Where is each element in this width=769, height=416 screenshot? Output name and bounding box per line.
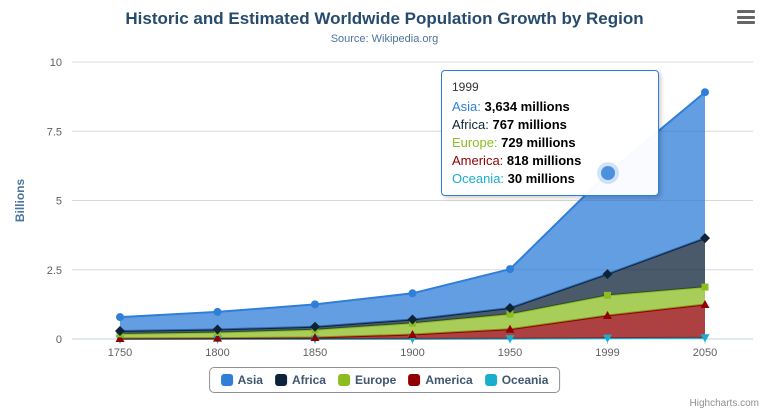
legend-item-asia[interactable]: Asia [220, 373, 263, 387]
x-axis-label: 1999 [595, 347, 619, 359]
data-point[interactable] [408, 330, 417, 339]
tooltip-header: 1999 [452, 80, 479, 94]
data-point[interactable] [701, 283, 709, 291]
data-point[interactable] [701, 88, 709, 97]
area-africa [120, 238, 705, 334]
data-point[interactable] [115, 333, 125, 342]
data-point[interactable] [700, 233, 710, 244]
tooltip: 1999 Asia: 3,634 millions Africa: 767 mil… [441, 70, 659, 196]
data-point[interactable] [602, 269, 613, 280]
legend-swatch [274, 374, 287, 386]
y-axis-label: 7.5 [47, 126, 62, 138]
legend-item-america[interactable]: America [408, 373, 473, 387]
legend-swatch [408, 374, 421, 386]
x-axis-label: 1800 [205, 347, 229, 359]
legend: Asia Africa Europe America Oceania [208, 367, 561, 393]
legend-label: Europe [354, 373, 397, 387]
x-axis-label: 1750 [108, 347, 132, 359]
legend-item-europe[interactable]: Europe [337, 373, 397, 387]
y-axis-title: Billions [13, 179, 27, 223]
chart-title: Historic and Estimated Worldwide Populat… [125, 9, 644, 28]
data-point[interactable] [506, 265, 514, 274]
tooltip-rows: Asia: 3,634 millions Africa: 767 millions… [452, 98, 648, 188]
y-axis-label: 5 [56, 196, 62, 208]
data-point[interactable] [505, 324, 515, 333]
data-point[interactable] [310, 321, 320, 332]
credits-link[interactable]: Highcharts.com [689, 398, 759, 409]
area-asia [120, 92, 705, 331]
menu-bar [737, 15, 755, 19]
legend-label: Africa [291, 373, 326, 387]
legend-item-africa[interactable]: Africa [274, 373, 326, 387]
hovered-data-point[interactable] [600, 166, 615, 181]
x-axis-label: 2050 [693, 347, 717, 359]
tooltip-row-asia: Asia: 3,634 millions [452, 99, 570, 114]
data-point[interactable] [213, 333, 222, 342]
data-point[interactable] [408, 289, 417, 298]
data-point[interactable] [603, 311, 612, 320]
legend-label: Oceania [501, 373, 549, 387]
data-point[interactable] [310, 332, 320, 341]
x-axis-label: 1900 [400, 347, 424, 359]
y-axis-label: 2.5 [47, 265, 62, 277]
legend-swatch [220, 374, 233, 386]
data-point[interactable] [700, 299, 710, 308]
data-point[interactable] [212, 324, 223, 335]
tooltip-row-america: America: 818 millions [452, 153, 582, 168]
tooltip-row-africa: Africa: 767 millions [452, 117, 567, 132]
y-axis-label: 0 [56, 334, 62, 346]
tooltip-row-oceania: Oceania: 30 millions [452, 171, 575, 186]
data-point[interactable] [116, 313, 124, 322]
legend-swatch [484, 374, 497, 386]
data-point[interactable] [604, 291, 611, 299]
menu-bar [737, 10, 755, 13]
menu-bar [737, 21, 755, 24]
data-point[interactable] [115, 325, 125, 336]
y-axis-label: 10 [50, 57, 62, 69]
legend-label: Asia [237, 373, 263, 387]
data-point[interactable] [407, 314, 418, 325]
data-point[interactable] [213, 307, 222, 316]
legend-item-oceania[interactable]: Oceania [484, 373, 549, 387]
hamburger-menu-icon[interactable] [737, 10, 755, 24]
legend-label: America [425, 373, 473, 387]
legend-swatch [337, 374, 350, 386]
tooltip-row-europe: Europe: 729 millions [452, 135, 576, 150]
data-point[interactable] [505, 302, 515, 313]
data-point[interactable] [700, 334, 710, 343]
data-point[interactable] [506, 310, 514, 318]
data-point[interactable] [505, 335, 515, 344]
data-point[interactable] [311, 300, 319, 309]
x-axis-label: 1850 [303, 347, 327, 359]
x-axis-label: 1950 [498, 347, 522, 359]
area-america [120, 304, 705, 339]
chart-subtitle: Source: Wikipedia.org [330, 33, 439, 45]
data-point[interactable] [603, 334, 612, 343]
